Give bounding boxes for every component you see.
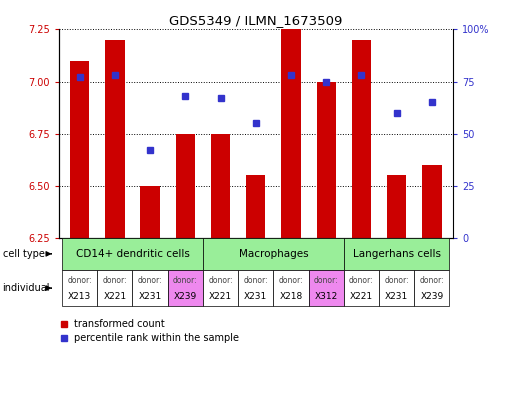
Bar [203,270,238,306]
Bar [176,134,195,238]
Text: X221: X221 [103,292,126,301]
Text: donor:: donor: [349,275,374,285]
Bar [105,40,125,238]
Text: donor:: donor: [384,275,409,285]
Bar [422,165,442,238]
Text: percentile rank within the sample: percentile rank within the sample [74,333,239,343]
Text: donor:: donor: [279,275,303,285]
Title: GDS5349 / ILMN_1673509: GDS5349 / ILMN_1673509 [169,14,343,27]
Text: individual: individual [3,283,50,293]
Text: donor:: donor: [173,275,197,285]
Text: Macrophages: Macrophages [239,249,308,259]
Text: donor:: donor: [67,275,92,285]
Bar [203,238,344,270]
Bar [308,270,344,306]
Bar [238,270,273,306]
Text: X312: X312 [315,292,338,301]
Text: X231: X231 [244,292,267,301]
Bar [414,270,449,306]
Bar [211,134,230,238]
Bar [281,29,301,238]
Text: donor:: donor: [208,275,233,285]
Text: donor:: donor: [138,275,162,285]
Bar [344,270,379,306]
Text: transformed count: transformed count [74,319,164,329]
Text: Langerhans cells: Langerhans cells [353,249,441,259]
Text: donor:: donor: [103,275,127,285]
Text: X221: X221 [350,292,373,301]
Text: cell type: cell type [3,249,44,259]
Bar [132,270,168,306]
Text: CD14+ dendritic cells: CD14+ dendritic cells [75,249,189,259]
Bar [273,270,308,306]
Bar [352,40,371,238]
Text: X231: X231 [385,292,408,301]
Bar [344,238,449,270]
Bar [168,270,203,306]
Text: X231: X231 [138,292,162,301]
Bar [62,270,97,306]
Text: X218: X218 [279,292,303,301]
Bar [62,238,203,270]
Bar [379,270,414,306]
Text: donor:: donor: [419,275,444,285]
Bar [70,61,90,238]
Bar [246,175,266,238]
Text: donor:: donor: [314,275,338,285]
Text: X213: X213 [68,292,91,301]
Bar [140,185,160,238]
Text: X221: X221 [209,292,232,301]
Bar [97,270,132,306]
Bar [317,81,336,238]
Text: X239: X239 [174,292,197,301]
Text: donor:: donor: [243,275,268,285]
Bar [387,175,406,238]
Text: X239: X239 [420,292,443,301]
